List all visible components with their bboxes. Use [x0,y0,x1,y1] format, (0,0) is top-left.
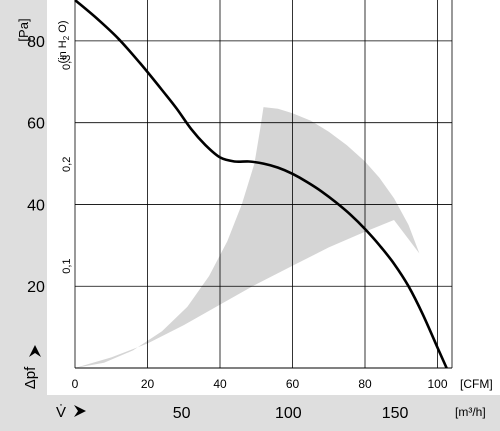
bottom-axis-unit: [CFM] [460,377,493,391]
y-tick-label: 40 [27,197,45,214]
x-tick-label: 100 [427,377,447,391]
y-tick-label: 20 [27,279,45,296]
left-axis-band [0,0,47,431]
x-tick-label: 60 [286,377,300,391]
x-tick-label: 40 [213,377,227,391]
left-axis-unit: [Pa] [16,18,31,41]
secondary-tick-label: 0,2 [61,157,73,172]
x-tick-label: 80 [358,377,372,391]
secondary-tick-label: 0,1 [61,258,73,273]
secondary-axis-unit: (in H2 O) [57,21,71,64]
flow-tick-label: 150 [382,405,409,422]
bottom-axis-band [0,395,500,431]
flow-tick-label: 100 [275,405,302,422]
flow-tick-label: 50 [173,405,191,422]
left-axis-symbol: Δpf [22,366,39,389]
x-tick-label: 20 [141,377,155,391]
flow-axis-symbol: V̇ [56,404,66,421]
x-tick-label: 0 [72,377,79,391]
flow-axis-unit: [m³/h] [455,405,486,419]
y-tick-label: 60 [27,116,45,133]
